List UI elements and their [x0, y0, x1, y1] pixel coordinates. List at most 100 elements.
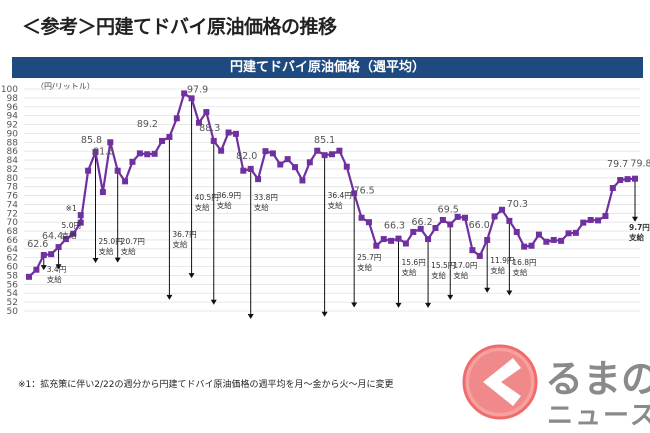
data-point [329, 151, 335, 158]
data-point [314, 147, 321, 154]
data-point [491, 213, 498, 220]
value-label: 76.5 [354, 185, 375, 196]
arrow-head [321, 311, 328, 317]
y-tick-label: 96 [7, 103, 19, 113]
value-label: 69.5 [438, 204, 459, 215]
data-point [580, 219, 587, 226]
y-axis-unit: （円/リットル） [36, 82, 95, 91]
subsidy-amount: 25.7円 [357, 253, 381, 262]
data-point [210, 137, 217, 144]
y-tick-label: 66 [7, 236, 19, 246]
y-tick-label: 100 [1, 85, 18, 95]
data-point [388, 237, 395, 244]
data-point [203, 109, 210, 116]
y-tick-label: 74 [7, 200, 19, 210]
data-point [195, 119, 202, 126]
data-point [469, 247, 476, 254]
subsidy-amount: 11.9円 [490, 256, 514, 265]
arrow-head [247, 313, 254, 319]
data-point [144, 151, 151, 158]
subsidy-text: 支給 [62, 230, 77, 240]
y-tick-label: 54 [7, 289, 19, 299]
footnote: ※1：拡充策に伴い2/22の週分から円建てドバイ原油価格の週平均を月～金から火～… [18, 380, 394, 390]
data-point [262, 148, 269, 155]
data-point [85, 167, 92, 174]
y-tick-label: 76 [7, 192, 19, 202]
data-point [166, 133, 173, 140]
arrow-head [632, 216, 638, 222]
arrow-head [40, 265, 47, 271]
value-label: 66.3 [384, 221, 405, 232]
value-label: 97.9 [187, 84, 208, 95]
y-tick-label: 62 [7, 254, 18, 264]
y-tick-label: 88 [7, 138, 19, 148]
data-point [425, 236, 432, 243]
arrow-head [114, 257, 121, 263]
arrow-head [351, 302, 358, 308]
value-label: 66.2 [411, 217, 432, 228]
data-point [454, 213, 461, 220]
subsidy-text: 支給 [357, 262, 372, 272]
data-point [306, 159, 313, 166]
data-point [40, 252, 47, 259]
page-title: ＜参考＞円建てドバイ原油価格の推移 [22, 16, 337, 38]
data-point [292, 164, 299, 171]
y-tick-label: 82 [7, 165, 18, 175]
subsidy-text: 支給 [628, 232, 644, 242]
subsidy-amount: 16.8円 [512, 258, 536, 267]
subsidy-text: 支給 [431, 270, 446, 280]
subsidy-text: 支給 [328, 200, 343, 210]
value-label: 70.3 [507, 199, 528, 210]
chart-title: 円建てドバイ原油価格（週平均） [12, 57, 643, 78]
subsidy-amount: 20.7円 [121, 237, 145, 246]
subsidy-amount: 5.0円 [62, 221, 81, 230]
data-point [395, 235, 402, 242]
arrow-head [425, 302, 432, 308]
subsidy-amount: 15.6円 [402, 258, 426, 267]
value-label: 81.6 [93, 147, 114, 158]
data-point [447, 221, 454, 228]
arrow-head [55, 264, 62, 270]
data-point [498, 206, 505, 213]
data-point [587, 216, 594, 223]
y-tick-label: 64 [7, 245, 19, 255]
subsidy-amount: 15.5円 [431, 261, 455, 270]
data-point [33, 266, 40, 273]
data-point [136, 150, 143, 157]
data-point [225, 129, 232, 136]
value-label: 64.4 [42, 231, 63, 242]
note-point [77, 212, 84, 219]
y-tick-label: 52 [7, 298, 18, 308]
svg-text:るまの: るまの [545, 357, 650, 401]
subsidy-text: 支給 [512, 267, 527, 277]
data-point [609, 185, 616, 192]
data-point [351, 190, 358, 197]
data-point [321, 152, 328, 159]
subsidy-amount: 25.0円 [99, 237, 123, 246]
data-point [218, 147, 225, 154]
data-point [550, 236, 557, 243]
kurumano-news-logo: るまの ニュース [455, 340, 650, 433]
arrow-head [484, 287, 491, 293]
value-label: 79.8 [630, 159, 650, 170]
y-tick-label: 68 [7, 227, 19, 237]
data-point [506, 217, 513, 224]
y-tick-label: 86 [7, 147, 19, 157]
data-point [462, 214, 469, 221]
data-point [122, 178, 129, 185]
data-point [114, 167, 121, 174]
subsidy-amount: 33.8円 [254, 193, 278, 202]
data-point [617, 177, 624, 184]
subsidy-amount: 3.4円 [47, 265, 66, 274]
data-point [343, 163, 350, 170]
data-point [48, 251, 55, 258]
data-point [358, 214, 365, 221]
subsidy-amount: 9.7円 [629, 223, 650, 232]
